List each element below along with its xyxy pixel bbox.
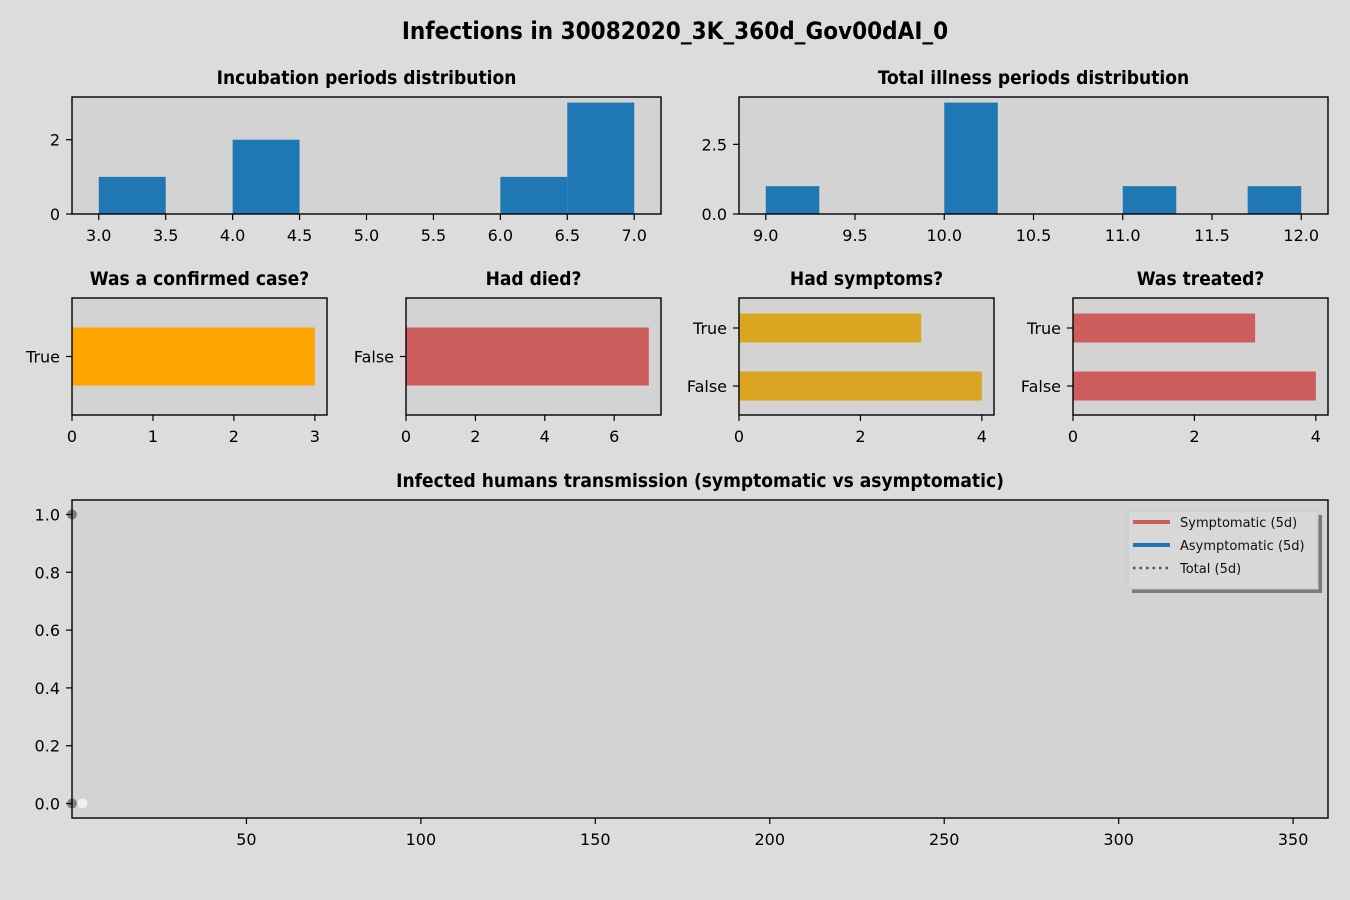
died-bar [406, 327, 649, 386]
incubation-xtick-label: 5.0 [354, 226, 379, 245]
died-ytick-label: False [354, 348, 394, 367]
incubation-bar [500, 176, 568, 214]
died-xtick-label: 4 [540, 427, 550, 446]
treated-title: Was treated? [1137, 268, 1265, 290]
transmission-xtick-label: 300 [1103, 830, 1134, 849]
confirmed-bar [72, 327, 315, 386]
illness-bar [1122, 186, 1177, 214]
symptoms-xtick-label: 4 [977, 427, 987, 446]
treated-xtick-label: 4 [1311, 427, 1321, 446]
transmission-ytick-label: 0.4 [35, 679, 60, 698]
panel-confirmed: Was a confirmed case? True 0 1 2 3 [25, 268, 328, 446]
treated-xtick-label: 0 [1068, 427, 1078, 446]
incubation-bar [98, 176, 166, 214]
confirmed-ytick-label: True [25, 348, 60, 367]
died-xtick-label: 0 [401, 427, 411, 446]
transmission-xtick-label: 150 [580, 830, 611, 849]
died-title: Had died? [486, 268, 582, 290]
incubation-xtick-label: 3.5 [153, 226, 178, 245]
treated-frame [1072, 297, 1329, 416]
transmission-frame [71, 499, 1329, 819]
transmission-xtick-label: 100 [406, 830, 437, 849]
illness-xtick-label: 11.5 [1194, 226, 1230, 245]
symptoms-bar [739, 313, 922, 343]
confirmed-xtick-label: 2 [229, 427, 239, 446]
treated-bar [1073, 313, 1256, 343]
legend-label: Symptomatic (5d) [1180, 516, 1297, 531]
transmission-ytick-label: 1.0 [35, 505, 60, 524]
transmission-xtick-label: 250 [929, 830, 960, 849]
incubation-ytick-label: 2 [50, 131, 60, 150]
illness-plot-area [739, 97, 1328, 214]
incubation-xtick-label: 4.5 [287, 226, 312, 245]
confirmed-xtick-label: 0 [67, 427, 77, 446]
panel-symptoms: Had symptoms? True False 0 2 4 [687, 268, 995, 446]
incubation-title: Incubation periods distribution [217, 67, 517, 89]
panel-transmission: Infected humans transmission (symptomati… [35, 470, 1329, 849]
illness-xtick-label: 11.0 [1105, 226, 1141, 245]
confirmed-xtick-label: 3 [310, 427, 320, 446]
illness-bar [944, 102, 998, 214]
illness-bar [1247, 186, 1302, 214]
incubation-xtick-label: 6.0 [488, 226, 513, 245]
confirmed-title: Was a confirmed case? [90, 268, 309, 290]
incubation-xtick-label: 7.0 [622, 226, 647, 245]
treated-xtick-label: 2 [1189, 427, 1199, 446]
transmission-xtick-label: 50 [236, 830, 256, 849]
confirmed-frame [71, 297, 328, 416]
symptoms-xtick-label: 2 [855, 427, 865, 446]
incubation-xtick-label: 3.0 [86, 226, 111, 245]
treated-ytick-label: False [1021, 377, 1061, 396]
died-frame [405, 297, 662, 416]
transmission-title: Infected humans transmission (symptomati… [396, 470, 1004, 492]
illness-bar [765, 186, 820, 214]
incubation-xtick-label: 5.5 [421, 226, 446, 245]
figure-title: Infections in 30082020_3K_360d_Gov00dAI_… [402, 17, 948, 45]
symptoms-title: Had symptoms? [790, 268, 943, 290]
illness-xtick-label: 9.5 [842, 226, 867, 245]
legend-label: Asymptomatic (5d) [1180, 539, 1305, 554]
symptoms-ytick-label: False [687, 377, 727, 396]
panel-illness: Total illness periods distribution 9.0 9.5… [702, 67, 1329, 245]
illness-xtick-label: 10.0 [926, 226, 962, 245]
incubation-frame [71, 96, 662, 215]
illness-title: Total illness periods distribution [878, 67, 1189, 89]
incubation-ytick-label: 0 [50, 205, 60, 224]
died-xtick-label: 2 [470, 427, 480, 446]
transmission-ytick-label: 0.6 [35, 621, 60, 640]
panel-died: Had died? False 0 2 4 6 [354, 268, 662, 446]
legend-label: Total (5d) [1179, 562, 1241, 577]
transmission-plot-area [72, 500, 1328, 818]
confirmed-xtick-label: 1 [148, 427, 158, 446]
illness-ytick-label: 2.5 [702, 135, 727, 154]
illness-xtick-label: 12.0 [1283, 226, 1319, 245]
illness-xtick-label: 10.5 [1016, 226, 1052, 245]
died-xtick-label: 6 [609, 427, 619, 446]
transmission-ytick-label: 0.8 [35, 563, 60, 582]
transmission-ytick-label: 0.2 [35, 737, 60, 756]
illness-ytick-label: 0.0 [702, 205, 727, 224]
transmission-point [77, 798, 88, 809]
transmission-xtick-label: 200 [755, 830, 786, 849]
legend: Symptomatic (5d) Asymptomatic (5d) Total (… [1127, 510, 1322, 593]
treated-ytick-label: True [1026, 319, 1061, 338]
incubation-bar [232, 139, 300, 214]
illness-xtick-label: 9.0 [753, 226, 778, 245]
panel-treated: Was treated? True False 0 2 4 [1021, 268, 1329, 446]
illness-frame [738, 96, 1329, 215]
incubation-xtick-label: 6.5 [555, 226, 580, 245]
symptoms-frame [738, 297, 995, 416]
panel-incubation: Incubation periods distribution 3.0 3.5 4.0… [50, 67, 662, 245]
transmission-ytick-label: 0.0 [35, 795, 60, 814]
symptoms-xtick-label: 0 [734, 427, 744, 446]
incubation-bar [567, 102, 635, 214]
transmission-xtick-label: 350 [1278, 830, 1309, 849]
symptoms-ytick-label: True [692, 319, 727, 338]
incubation-xtick-label: 4.0 [220, 226, 245, 245]
treated-bar [1073, 371, 1316, 401]
symptoms-bar [739, 371, 982, 401]
